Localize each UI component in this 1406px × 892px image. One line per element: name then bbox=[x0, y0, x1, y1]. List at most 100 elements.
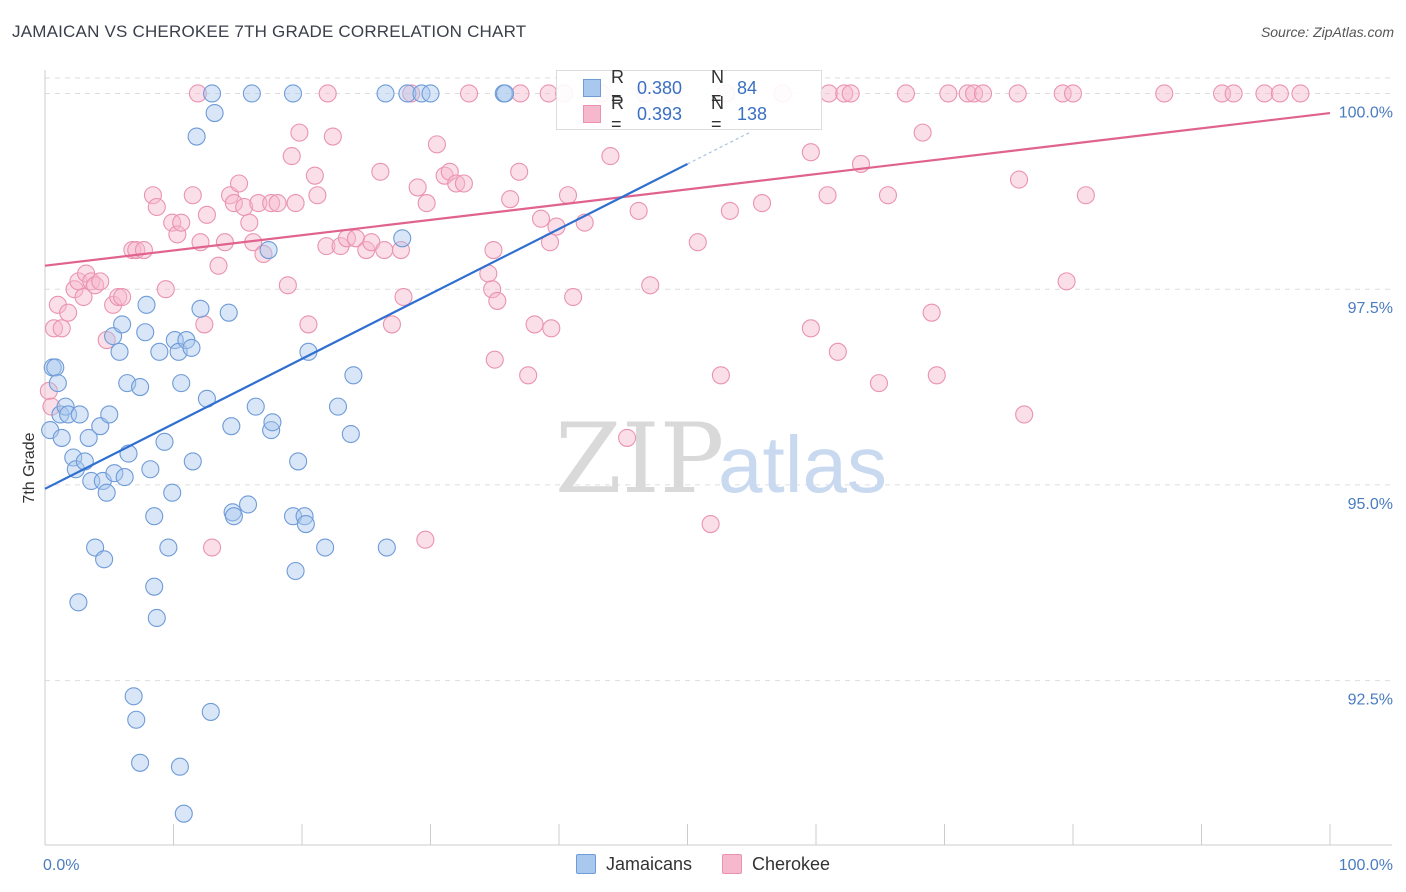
cherokee-point bbox=[286, 194, 305, 213]
jamaican-point bbox=[159, 538, 178, 557]
jamaican-points bbox=[41, 84, 515, 823]
jamaican-point bbox=[421, 84, 440, 103]
jamaican-point bbox=[48, 374, 67, 393]
legend-item-jamaicans[interactable]: Jamaicans bbox=[575, 854, 692, 875]
jamaican-point bbox=[97, 483, 116, 502]
jamaican-point bbox=[259, 241, 278, 260]
cherokee-point bbox=[134, 241, 153, 260]
axes-layer bbox=[44, 70, 1392, 846]
cherokee-point bbox=[913, 123, 932, 142]
n-label: N = bbox=[711, 93, 724, 134]
jamaican-point bbox=[219, 303, 238, 322]
cherokee-point bbox=[172, 213, 191, 232]
r-value: 0.393 bbox=[637, 103, 683, 124]
cherokee-point bbox=[835, 84, 854, 103]
cherokee-point bbox=[240, 213, 259, 232]
jamaican-point bbox=[95, 550, 114, 569]
cherokee-point bbox=[290, 123, 309, 142]
jamaican-point bbox=[398, 84, 417, 103]
jamaican-point bbox=[75, 452, 94, 471]
cherokee-point bbox=[818, 186, 837, 205]
jamaican-point bbox=[377, 538, 396, 557]
n-value: 84 bbox=[737, 77, 758, 98]
cherokee-point bbox=[91, 272, 110, 291]
jamaican-point bbox=[191, 299, 210, 318]
cherokee-points bbox=[39, 84, 1310, 557]
watermark: ZIP atlas bbox=[555, 403, 887, 515]
cherokee-point bbox=[268, 194, 287, 213]
cherokee-point bbox=[447, 174, 466, 193]
y-tick-label: 100.0% bbox=[1339, 104, 1393, 121]
watermark-zip: ZIP bbox=[555, 403, 724, 515]
cherokee-point bbox=[1270, 84, 1289, 103]
cherokee-point bbox=[958, 84, 977, 103]
jamaican-point bbox=[127, 710, 146, 729]
jamaican-point bbox=[100, 405, 119, 424]
cherokee-point bbox=[511, 84, 530, 103]
jamaican-point bbox=[242, 84, 261, 103]
jamaican-point bbox=[145, 577, 164, 596]
x-tick-label: 100.0% bbox=[1339, 857, 1393, 874]
cherokee-point bbox=[1009, 170, 1029, 189]
cherokee-point bbox=[510, 162, 529, 181]
cherokee-point bbox=[1053, 84, 1072, 103]
cherokee-point bbox=[519, 366, 538, 385]
cherokee-point bbox=[416, 530, 435, 549]
jamaican-point bbox=[224, 507, 243, 526]
jamaican-point bbox=[246, 397, 265, 416]
cherokee-point bbox=[427, 135, 446, 154]
jamaican-point bbox=[137, 295, 156, 314]
cherokee-point bbox=[317, 237, 336, 256]
cherokee-point bbox=[525, 315, 544, 334]
cherokee-point bbox=[1224, 84, 1243, 103]
cherokee-point bbox=[382, 315, 402, 334]
chart-title: JAMAICAN VS CHEROKEE 7TH GRADE CORRELATI… bbox=[12, 22, 527, 41]
cherokee-point bbox=[564, 287, 583, 307]
jamaican-point bbox=[187, 127, 206, 146]
cherokee-point bbox=[402, 84, 421, 103]
jamaican-point bbox=[316, 538, 335, 557]
watermark-atlas: atlas bbox=[718, 420, 887, 509]
cherokee-point bbox=[44, 319, 64, 338]
jamaican-point bbox=[110, 342, 129, 361]
n-label: N = bbox=[711, 67, 724, 108]
jamaican-point bbox=[172, 374, 191, 393]
jamaican-point bbox=[52, 428, 71, 447]
cherokee-point bbox=[299, 315, 318, 334]
cherokee-point bbox=[558, 186, 578, 205]
cherokee-point bbox=[224, 194, 243, 213]
jamaican-point bbox=[64, 448, 83, 467]
cherokee-point bbox=[488, 291, 507, 310]
cherokee-point bbox=[1155, 84, 1174, 103]
jamaican-point bbox=[136, 323, 155, 342]
cherokee-point bbox=[922, 303, 941, 322]
jamaicans-legend-swatch bbox=[575, 854, 596, 874]
cherokee-point bbox=[869, 374, 889, 393]
cherokee-legend-label: Cherokee bbox=[752, 853, 831, 874]
cherokee-point bbox=[262, 194, 281, 213]
cherokee-point bbox=[1015, 405, 1034, 424]
jamaican-trend-extension bbox=[687, 130, 753, 165]
jamaican-point bbox=[131, 377, 150, 397]
cherokee-point bbox=[1057, 272, 1076, 291]
cherokee-point bbox=[485, 350, 504, 369]
jamaican-point bbox=[163, 483, 182, 502]
cherokee-point bbox=[74, 287, 93, 307]
cherokee-point bbox=[801, 319, 820, 338]
cherokee-point bbox=[939, 84, 958, 103]
r-label: R = bbox=[611, 67, 624, 108]
cherokee-point bbox=[394, 287, 413, 307]
legend-item-cherokee[interactable]: Cherokee bbox=[722, 854, 830, 875]
jamaican-point bbox=[205, 104, 224, 123]
jamaican-point bbox=[46, 358, 65, 377]
cherokee-point bbox=[1008, 84, 1027, 103]
cherokee-point bbox=[641, 276, 660, 295]
n-value: 138 bbox=[737, 103, 768, 124]
jamaican-point bbox=[115, 468, 134, 487]
cherokee-point bbox=[156, 280, 175, 299]
jamaican-point bbox=[79, 428, 98, 447]
cherokee-point bbox=[1076, 186, 1095, 205]
jamaican-point bbox=[222, 417, 241, 436]
cherokee-legend-swatch bbox=[722, 854, 742, 874]
cherokee-point bbox=[618, 428, 637, 447]
